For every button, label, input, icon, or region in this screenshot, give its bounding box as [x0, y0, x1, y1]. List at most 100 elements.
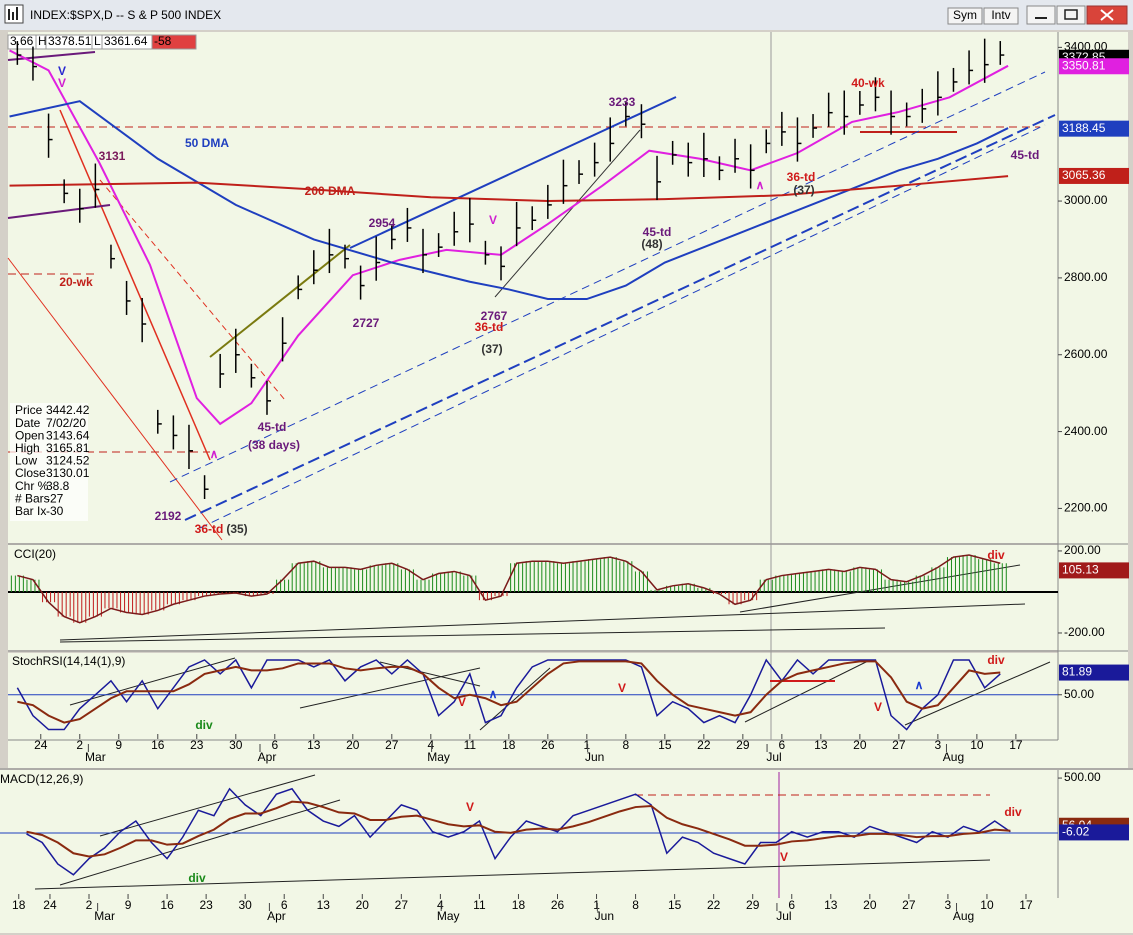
x-tick-label: 22: [707, 898, 721, 912]
x-tick-label: 30: [229, 738, 243, 752]
x-tick-label: 18: [502, 738, 516, 752]
x-tick-label: 10: [980, 898, 994, 912]
month-label: Apr: [267, 909, 286, 923]
x-tick-label: 13: [307, 738, 321, 752]
month-label: Mar: [94, 909, 115, 923]
value-tag: [1059, 167, 1129, 184]
ohlc-text: -58: [154, 34, 172, 48]
info-value: -27: [46, 491, 64, 505]
info-value: 38.8: [46, 479, 70, 493]
x-tick-label: 2: [76, 738, 83, 752]
x-tick-label: 18: [512, 898, 526, 912]
x-tick-label: 6: [281, 898, 288, 912]
x-tick-label: 11: [473, 898, 486, 912]
ohlc-text: 3361.64: [104, 34, 148, 48]
value-tag: [1059, 664, 1129, 681]
annotation: 200 DMA: [305, 184, 356, 198]
x-tick-label: 27: [395, 898, 409, 912]
x-tick-label: 29: [736, 738, 750, 752]
value-tag: [1059, 824, 1129, 841]
app-icon-glyph: [8, 7, 18, 20]
minimize-button[interactable]: [1026, 5, 1056, 25]
annotation: 2192: [155, 509, 182, 523]
value-tag-label: -6.02: [1062, 825, 1090, 839]
info-key: Open: [15, 428, 44, 442]
info-value: 3165.81: [46, 441, 90, 455]
x-tick-label: 8: [622, 738, 629, 752]
annotation: 36-td: [787, 170, 816, 184]
x-tick-label: 26: [551, 898, 565, 912]
x-tick-label: 27: [385, 738, 399, 752]
intv-button-label[interactable]: Intv: [991, 8, 1010, 22]
sym-button[interactable]: [947, 7, 983, 25]
x-tick-label: 26: [541, 738, 555, 752]
x-tick-label: 27: [902, 898, 916, 912]
macd-line: [26, 800, 1011, 858]
sym-button-label[interactable]: Sym: [953, 8, 977, 22]
y-tick-label: 500.00: [1064, 770, 1101, 784]
annotation: 45-td: [258, 420, 287, 434]
x-tick-label: 30: [238, 898, 252, 912]
value-tag-label: 3188.45: [1062, 121, 1106, 135]
annotation: V: [458, 695, 466, 709]
info-value: 3442.42: [46, 403, 90, 417]
info-key: Date: [15, 416, 41, 430]
info-key: Bar Ix: [15, 504, 46, 518]
annotation: V: [618, 681, 626, 695]
value-tag: [1059, 562, 1129, 579]
info-value: -30: [46, 504, 64, 518]
annotation: div: [1004, 805, 1022, 819]
ohlc-text: L: [94, 34, 101, 48]
value-tag: [1059, 120, 1129, 137]
x-tick-label: 6: [788, 898, 795, 912]
x-tick-label: 22: [697, 738, 711, 752]
annotation: ∧: [756, 178, 765, 192]
macd-label: MACD(12,26,9): [0, 772, 83, 786]
annotation: div: [188, 871, 206, 885]
month-label: Jul: [776, 909, 791, 923]
x-tick-label: 10: [970, 738, 984, 752]
annotation: 2767: [481, 309, 508, 323]
annotation: 20-wk: [59, 275, 93, 289]
annotation: (38 days): [248, 438, 300, 452]
info-value: 3130.01: [46, 466, 90, 480]
annotation: div: [987, 548, 1005, 562]
moving-average: [9, 100, 1009, 301]
value-tag-label: 105.13: [1062, 563, 1099, 577]
y-tick-label: 2800.00: [1064, 270, 1108, 284]
price-panel: [8, 32, 1058, 543]
x-tick-label: 2: [86, 898, 93, 912]
x-tick-label: 23: [199, 898, 213, 912]
x-tick-label: 8: [632, 898, 639, 912]
annotation: (35): [226, 522, 247, 536]
annotation: (37): [793, 183, 814, 197]
x-tick-label: 13: [317, 898, 331, 912]
annotation: 40-wk: [851, 76, 885, 90]
stoch-line: [17, 660, 1001, 724]
annotation: 50 DMA: [185, 136, 229, 150]
x-tick-label: 1: [593, 898, 600, 912]
x-tick-label: 15: [658, 738, 672, 752]
value-tag-label: 3350.81: [1062, 58, 1106, 72]
restore-button[interactable]: [1056, 5, 1086, 25]
month-label: Apr: [258, 750, 277, 764]
annotation: V: [489, 213, 497, 227]
y-tick-label: 3000.00: [1064, 193, 1108, 207]
y-tick-label: -200.00: [1064, 625, 1105, 639]
annotation: (37): [481, 342, 502, 356]
month-label: Jun: [585, 750, 604, 764]
ohlc-text: H: [38, 34, 47, 48]
info-value: 3143.64: [46, 428, 90, 442]
x-tick-label: 4: [437, 898, 444, 912]
date-axis: [8, 740, 1058, 768]
annotation: 45-td: [643, 225, 672, 239]
restore-glyph: [1064, 9, 1078, 20]
x-tick-label: 3: [935, 738, 942, 752]
annotation: V: [780, 850, 788, 864]
month-label: May: [427, 750, 450, 764]
cci-outline: [17, 554, 1001, 624]
intv-button[interactable]: [983, 7, 1019, 25]
x-tick-label: 18: [12, 898, 26, 912]
x-tick-label: 20: [346, 738, 360, 752]
